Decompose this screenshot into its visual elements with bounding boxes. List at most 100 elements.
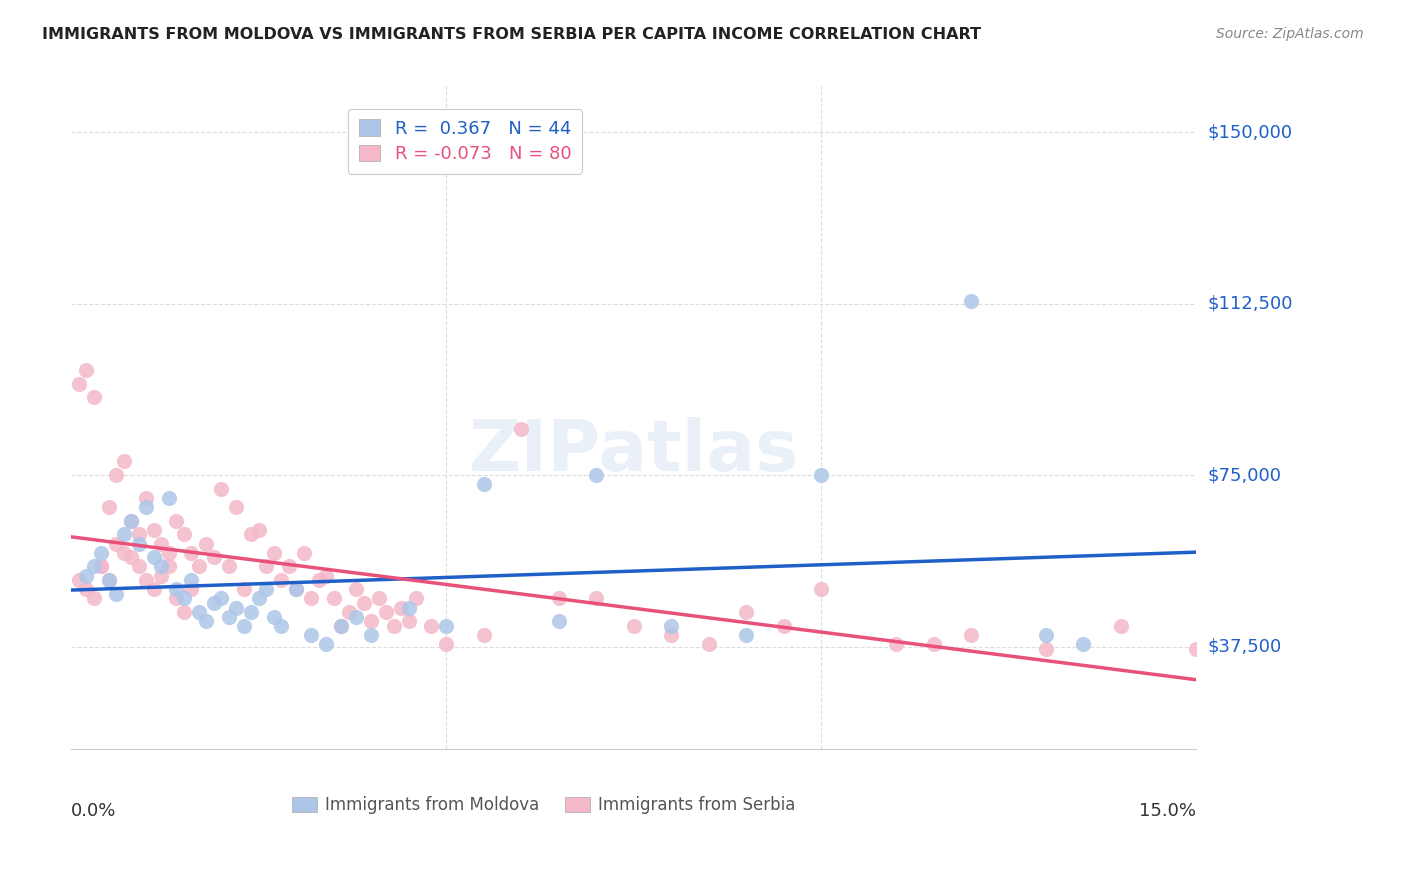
Point: [337, 605, 360, 619]
Point: [315, 637, 337, 651]
Text: $150,000: $150,000: [1208, 123, 1292, 141]
Point: [218, 559, 240, 574]
Text: $37,500: $37,500: [1208, 638, 1281, 656]
Text: 0.0%: 0.0%: [72, 803, 117, 821]
Point: [202, 596, 225, 610]
Point: [202, 550, 225, 565]
Point: [330, 619, 353, 633]
Point: [884, 637, 907, 651]
Point: [180, 573, 202, 587]
Point: [112, 546, 135, 560]
Point: [772, 619, 794, 633]
Point: [344, 609, 367, 624]
Point: [150, 559, 173, 574]
Point: [90, 546, 112, 560]
Point: [97, 500, 120, 514]
Point: [150, 536, 173, 550]
Point: [382, 619, 405, 633]
Point: [240, 605, 263, 619]
Point: [398, 600, 420, 615]
Point: [97, 573, 120, 587]
Point: [285, 582, 308, 597]
Point: [1073, 637, 1095, 651]
Point: [90, 559, 112, 574]
Point: [299, 628, 322, 642]
Point: [510, 422, 533, 436]
Point: [105, 587, 128, 601]
Point: [112, 527, 135, 541]
Point: [187, 605, 209, 619]
Point: [247, 523, 270, 537]
Point: [420, 619, 443, 633]
Point: [263, 546, 285, 560]
Point: [308, 573, 330, 587]
Point: [1109, 619, 1132, 633]
Point: [173, 591, 195, 606]
Point: [165, 591, 187, 606]
Point: [735, 628, 758, 642]
Point: [97, 573, 120, 587]
Point: [157, 559, 180, 574]
Point: [360, 628, 382, 642]
Point: [165, 514, 187, 528]
Point: [659, 628, 682, 642]
Point: [180, 582, 202, 597]
Point: [247, 591, 270, 606]
Point: [344, 582, 367, 597]
Point: [83, 591, 105, 606]
Point: [75, 582, 97, 597]
Point: [157, 546, 180, 560]
Point: [1035, 641, 1057, 656]
Point: [75, 363, 97, 377]
Point: [120, 514, 142, 528]
Point: [232, 619, 254, 633]
Point: [209, 482, 232, 496]
Point: [434, 619, 457, 633]
Point: [120, 514, 142, 528]
Point: [472, 477, 495, 491]
Point: [270, 619, 292, 633]
Point: [922, 637, 945, 651]
Point: [83, 390, 105, 404]
Point: [128, 536, 150, 550]
Point: [150, 568, 173, 582]
Point: [398, 615, 420, 629]
Point: [585, 468, 607, 483]
Point: [67, 376, 90, 391]
Point: [75, 568, 97, 582]
Text: $112,500: $112,500: [1208, 294, 1292, 312]
Point: [195, 536, 218, 550]
Point: [659, 619, 682, 633]
Text: IMMIGRANTS FROM MOLDOVA VS IMMIGRANTS FROM SERBIA PER CAPITA INCOME CORRELATION : IMMIGRANTS FROM MOLDOVA VS IMMIGRANTS FR…: [42, 27, 981, 42]
Point: [623, 619, 645, 633]
Point: [157, 491, 180, 505]
Text: $75,000: $75,000: [1208, 466, 1281, 484]
Point: [218, 609, 240, 624]
Point: [128, 559, 150, 574]
Point: [960, 628, 983, 642]
Point: [232, 582, 254, 597]
Point: [105, 536, 128, 550]
Point: [135, 491, 157, 505]
Point: [299, 591, 322, 606]
Point: [142, 523, 165, 537]
Text: Source: ZipAtlas.com: Source: ZipAtlas.com: [1216, 27, 1364, 41]
Point: [173, 605, 195, 619]
Point: [187, 559, 209, 574]
Point: [254, 582, 277, 597]
Point: [1185, 641, 1208, 656]
Point: [375, 605, 398, 619]
Point: [360, 615, 382, 629]
Point: [585, 591, 607, 606]
Point: [270, 573, 292, 587]
Point: [322, 591, 344, 606]
Point: [128, 527, 150, 541]
Point: [810, 582, 832, 597]
Point: [165, 582, 187, 597]
Point: [292, 546, 315, 560]
Point: [142, 582, 165, 597]
Point: [209, 591, 232, 606]
Point: [405, 591, 427, 606]
Text: 15.0%: 15.0%: [1139, 803, 1197, 821]
Point: [135, 573, 157, 587]
